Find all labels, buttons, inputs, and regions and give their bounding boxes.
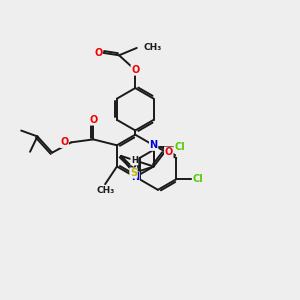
Text: O: O xyxy=(165,147,173,157)
Text: O: O xyxy=(94,48,102,58)
Text: O: O xyxy=(60,137,68,147)
Text: Cl: Cl xyxy=(174,142,185,152)
Text: N: N xyxy=(150,140,158,150)
Text: CH₃: CH₃ xyxy=(96,186,114,195)
Text: N: N xyxy=(131,172,139,182)
Text: O: O xyxy=(89,115,98,125)
Text: S: S xyxy=(130,168,137,178)
Text: CH₃: CH₃ xyxy=(143,44,161,52)
Text: O: O xyxy=(131,65,140,75)
Text: Cl: Cl xyxy=(192,174,203,184)
Text: H: H xyxy=(131,156,138,165)
